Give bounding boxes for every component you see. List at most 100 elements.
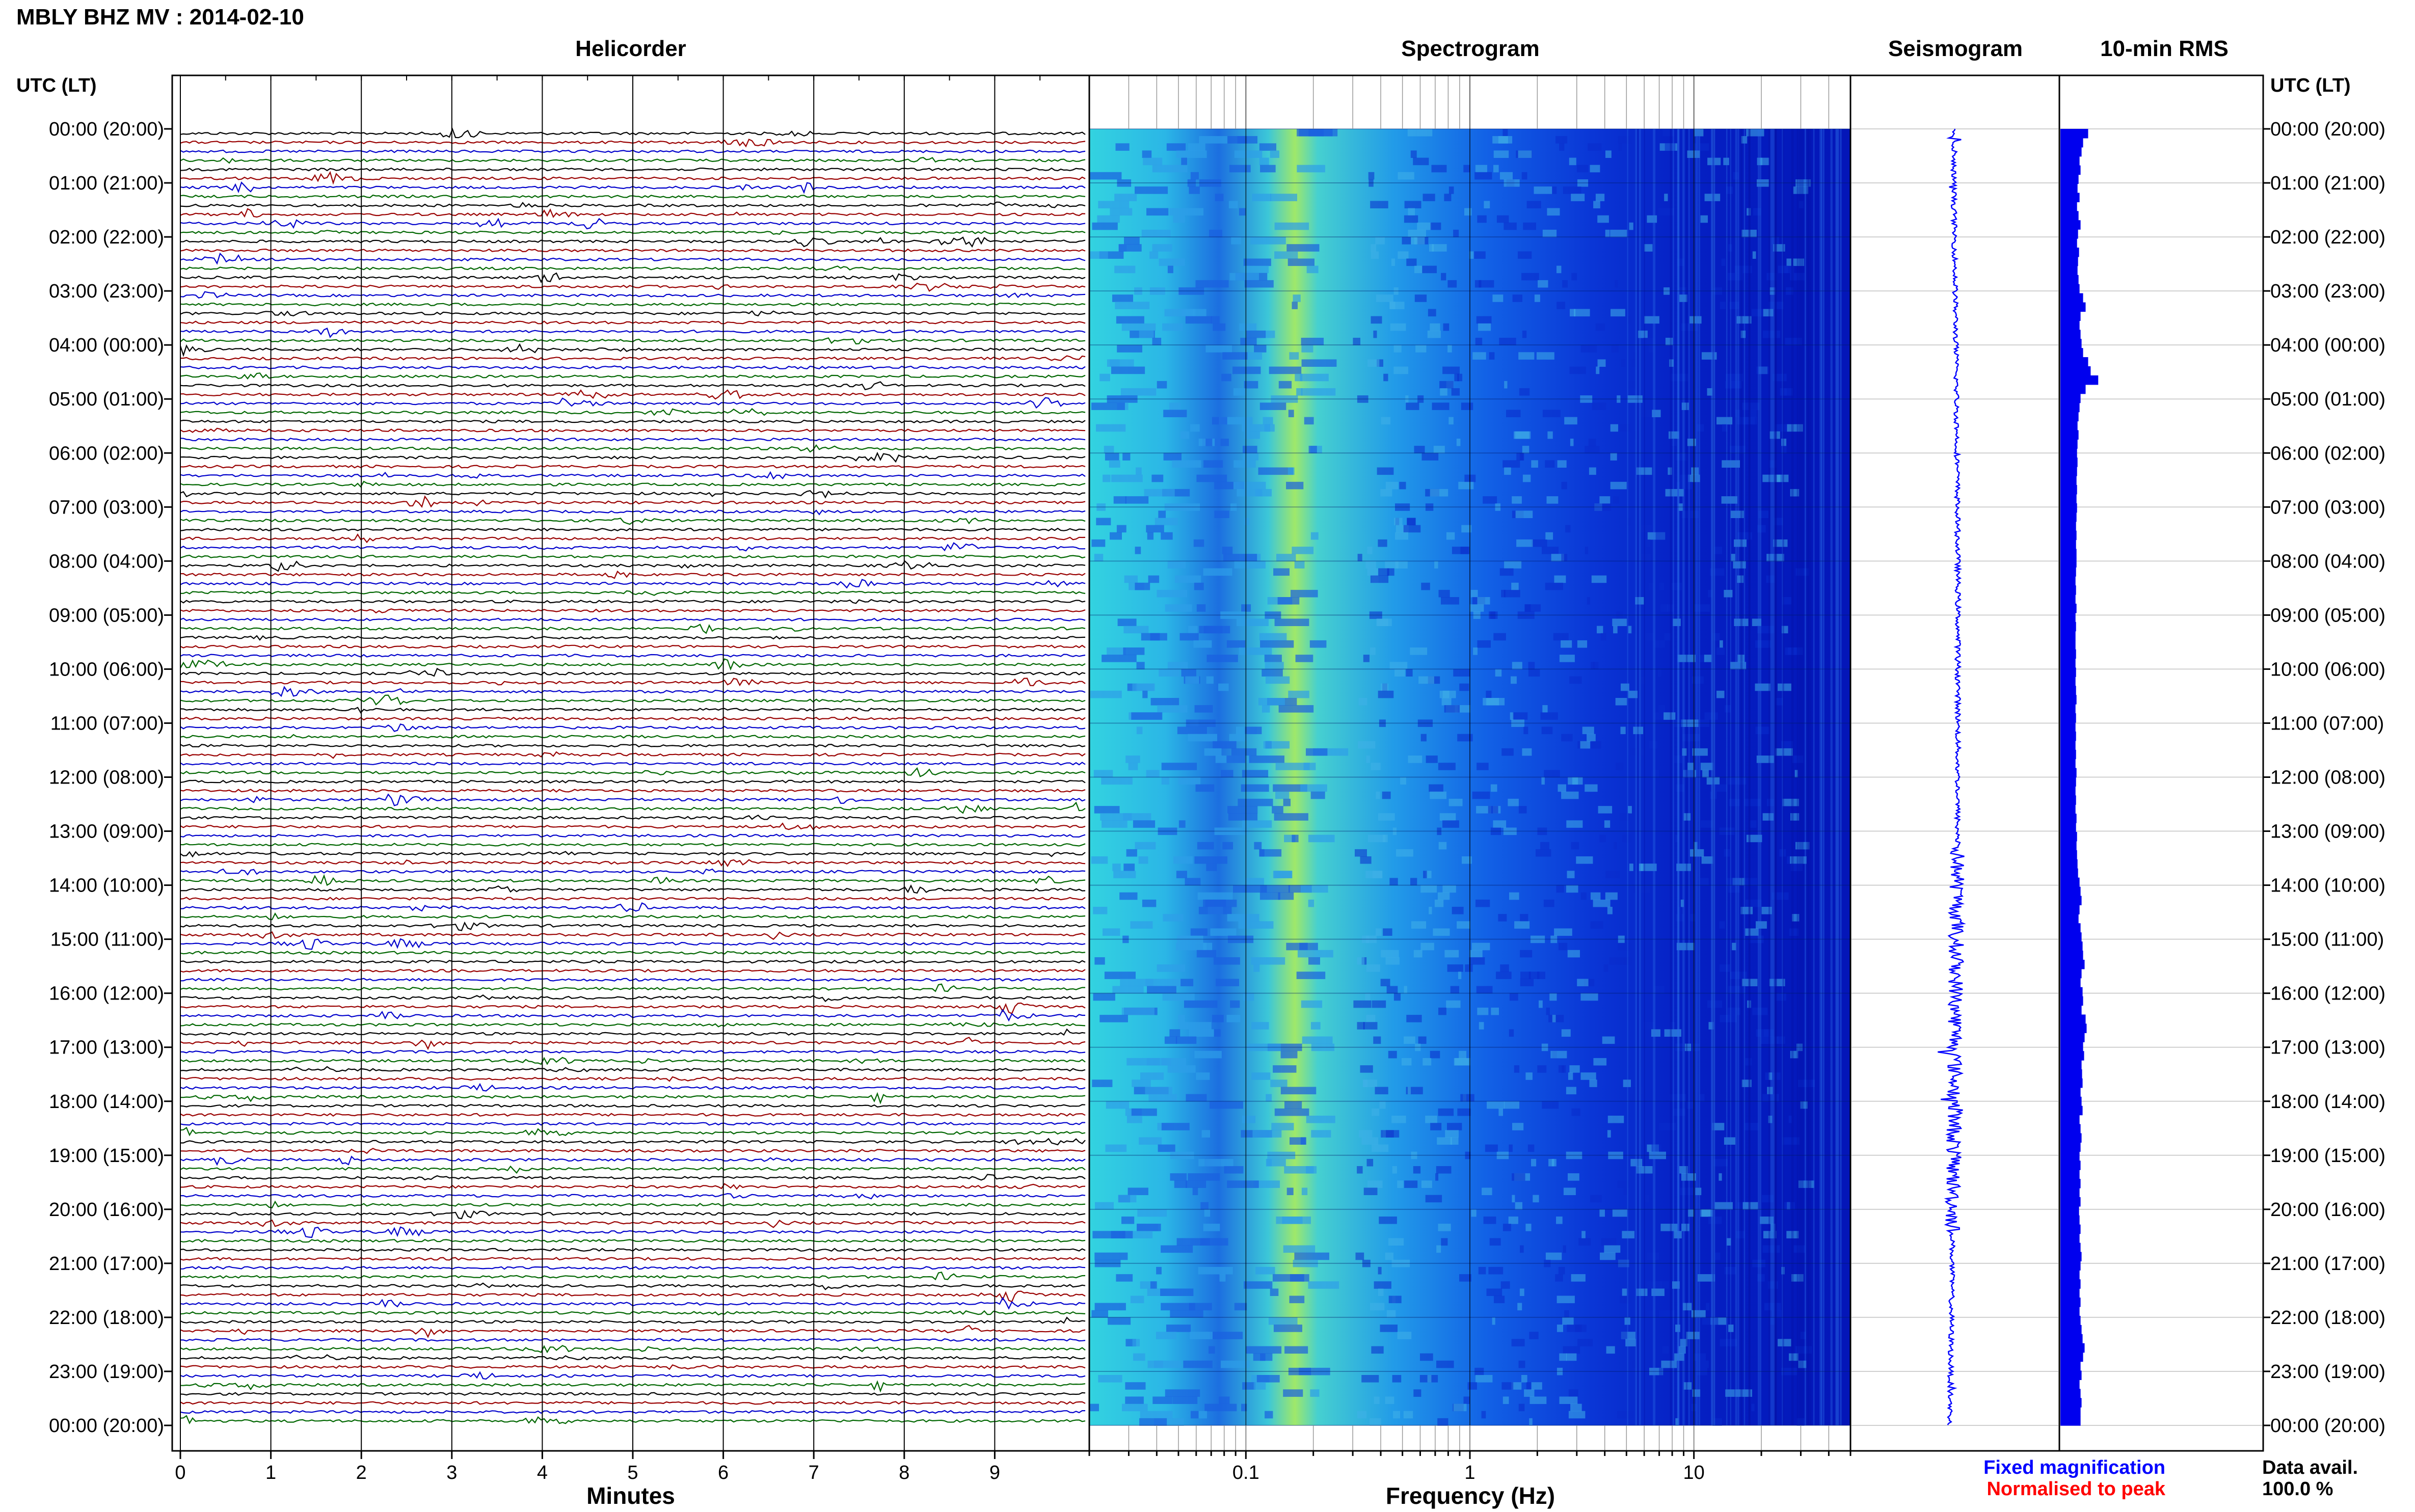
rms-bar	[2060, 1325, 2082, 1335]
spectrogram-cell	[1636, 1166, 1653, 1174]
spectrogram-cell	[1275, 763, 1310, 770]
spectrogram-cell	[1128, 763, 1138, 770]
spectrogram-cell	[1526, 201, 1541, 208]
spectrogram-cell	[1659, 582, 1665, 590]
spectrogram-cell	[1306, 1116, 1335, 1123]
spectrogram-cell	[1115, 302, 1150, 309]
spectrogram-cell	[1273, 568, 1290, 576]
spectrogram-cell	[1749, 410, 1757, 417]
spectrogram-cell	[1515, 1202, 1522, 1210]
spectrogram-cell	[1773, 518, 1783, 526]
rms-bar	[2060, 220, 2081, 230]
spectrogram-cell	[1753, 208, 1761, 216]
spectrogram-cell	[1158, 1144, 1175, 1152]
spectrogram-cell	[1548, 1158, 1554, 1167]
spectrogram-cell	[1447, 964, 1463, 972]
spectrogram-cell	[1420, 885, 1437, 893]
spectrogram-cell	[1486, 1288, 1502, 1296]
spectrogram-cell	[1530, 1396, 1547, 1404]
spectrogram-cell	[1385, 1252, 1393, 1260]
spectrogram-cell	[1512, 662, 1522, 669]
spectrogram-cell	[1392, 1166, 1397, 1174]
spectrogram-cell	[1769, 979, 1785, 986]
spectrogram-cell	[1301, 345, 1313, 353]
spectrogram-cell	[1379, 719, 1386, 727]
spectrogram-cell	[1707, 1000, 1722, 1008]
rms-bar	[2060, 448, 2077, 458]
hour-label-left: 14:00 (10:00)	[49, 875, 164, 897]
spectrogram-cell	[1693, 143, 1709, 151]
spectrogram-cell	[1125, 1382, 1146, 1390]
rms-bar	[2060, 896, 2082, 906]
rms-bar	[2060, 183, 2078, 194]
spectrogram-cell	[1178, 820, 1186, 828]
spectrogram-cell	[1490, 611, 1498, 619]
spectrogram-cell	[1157, 705, 1188, 713]
spectrogram-cell	[1366, 964, 1380, 972]
rms-bar	[2060, 1334, 2083, 1344]
rms-bar	[2060, 1078, 2083, 1088]
spectrogram-cell	[1639, 863, 1657, 871]
spectrogram-cell	[1674, 755, 1683, 763]
spectrogram-cell	[1200, 1202, 1209, 1210]
spectrogram-cell	[1722, 424, 1727, 432]
spectrogram-cell	[1789, 928, 1799, 936]
spectrogram-cell	[1794, 770, 1798, 777]
spectrogram-cell	[1308, 957, 1320, 965]
spectrogram-cell	[1474, 1367, 1484, 1375]
rms-bar	[2060, 275, 2079, 285]
spectrogram-cell	[1157, 381, 1167, 389]
spectrogram-cell	[1395, 503, 1410, 511]
spectrogram-cell	[1421, 453, 1439, 461]
spectrogram-cell	[1241, 784, 1269, 792]
spectrogram-cell	[1146, 770, 1160, 777]
rms-bar	[2060, 905, 2080, 914]
spectrogram-cell	[1530, 935, 1545, 943]
legend-fixed-magnification: Fixed magnification	[1983, 1457, 2165, 1478]
spectrogram-cell	[1378, 1266, 1382, 1275]
spectrogram-cell	[1744, 798, 1761, 806]
spectrogram-cell	[1568, 1173, 1579, 1181]
spectrogram-cell	[1448, 186, 1454, 194]
spectrogram-cell	[1198, 1266, 1233, 1275]
spectrogram-cell	[1728, 777, 1747, 785]
spectrogram-cell	[1493, 633, 1506, 641]
spectrogram-cell	[1134, 287, 1142, 295]
spectrogram-cell	[1306, 748, 1328, 756]
spectrogram-cell	[1188, 143, 1205, 151]
spectrogram-cell	[1437, 827, 1442, 835]
rms-bar	[2060, 393, 2081, 403]
spectrogram-cell	[1577, 179, 1589, 187]
hour-label-left: 00:00 (20:00)	[49, 119, 164, 140]
spectrogram-cell	[1651, 1144, 1661, 1152]
spectrogram-cell	[1209, 1346, 1215, 1354]
spectrogram-cell	[1524, 604, 1541, 612]
spectrogram-cell	[1624, 1317, 1630, 1325]
spectrogram-cell	[1242, 1382, 1256, 1390]
spectrogram-cell	[1658, 705, 1665, 713]
spectrogram-cell	[1791, 1274, 1804, 1282]
rms-bar	[2060, 202, 2077, 211]
spectrogram-cell	[1609, 957, 1626, 965]
spectrogram-cell	[1406, 402, 1419, 410]
spectrogram-cell	[1742, 1202, 1758, 1210]
spectrogram-cell	[1631, 359, 1638, 367]
spectrogram-cell	[1628, 806, 1632, 814]
spectrogram-cell	[1674, 719, 1683, 727]
spectrogram-cell	[1363, 655, 1370, 662]
spectrogram-cell	[1170, 1173, 1187, 1181]
spectrogram-cell	[1177, 935, 1203, 943]
spectrogram-cell	[1418, 676, 1434, 684]
spectrogram-cell	[1210, 1101, 1243, 1109]
spectrogram-cell	[1647, 1252, 1659, 1260]
spectrogram-cell	[1281, 1065, 1297, 1073]
rms-bar	[2060, 1115, 2080, 1125]
spectrogram-cell	[1357, 957, 1365, 965]
rms-bar	[2060, 1343, 2085, 1353]
spectrogram-cell	[1678, 503, 1683, 511]
spectrogram-cell	[1219, 417, 1253, 425]
spectrogram-cell	[1378, 539, 1387, 547]
spectrogram-cell	[1787, 647, 1798, 655]
spectrogram-cell	[1537, 827, 1547, 835]
spectrogram-cell	[1724, 1137, 1735, 1145]
